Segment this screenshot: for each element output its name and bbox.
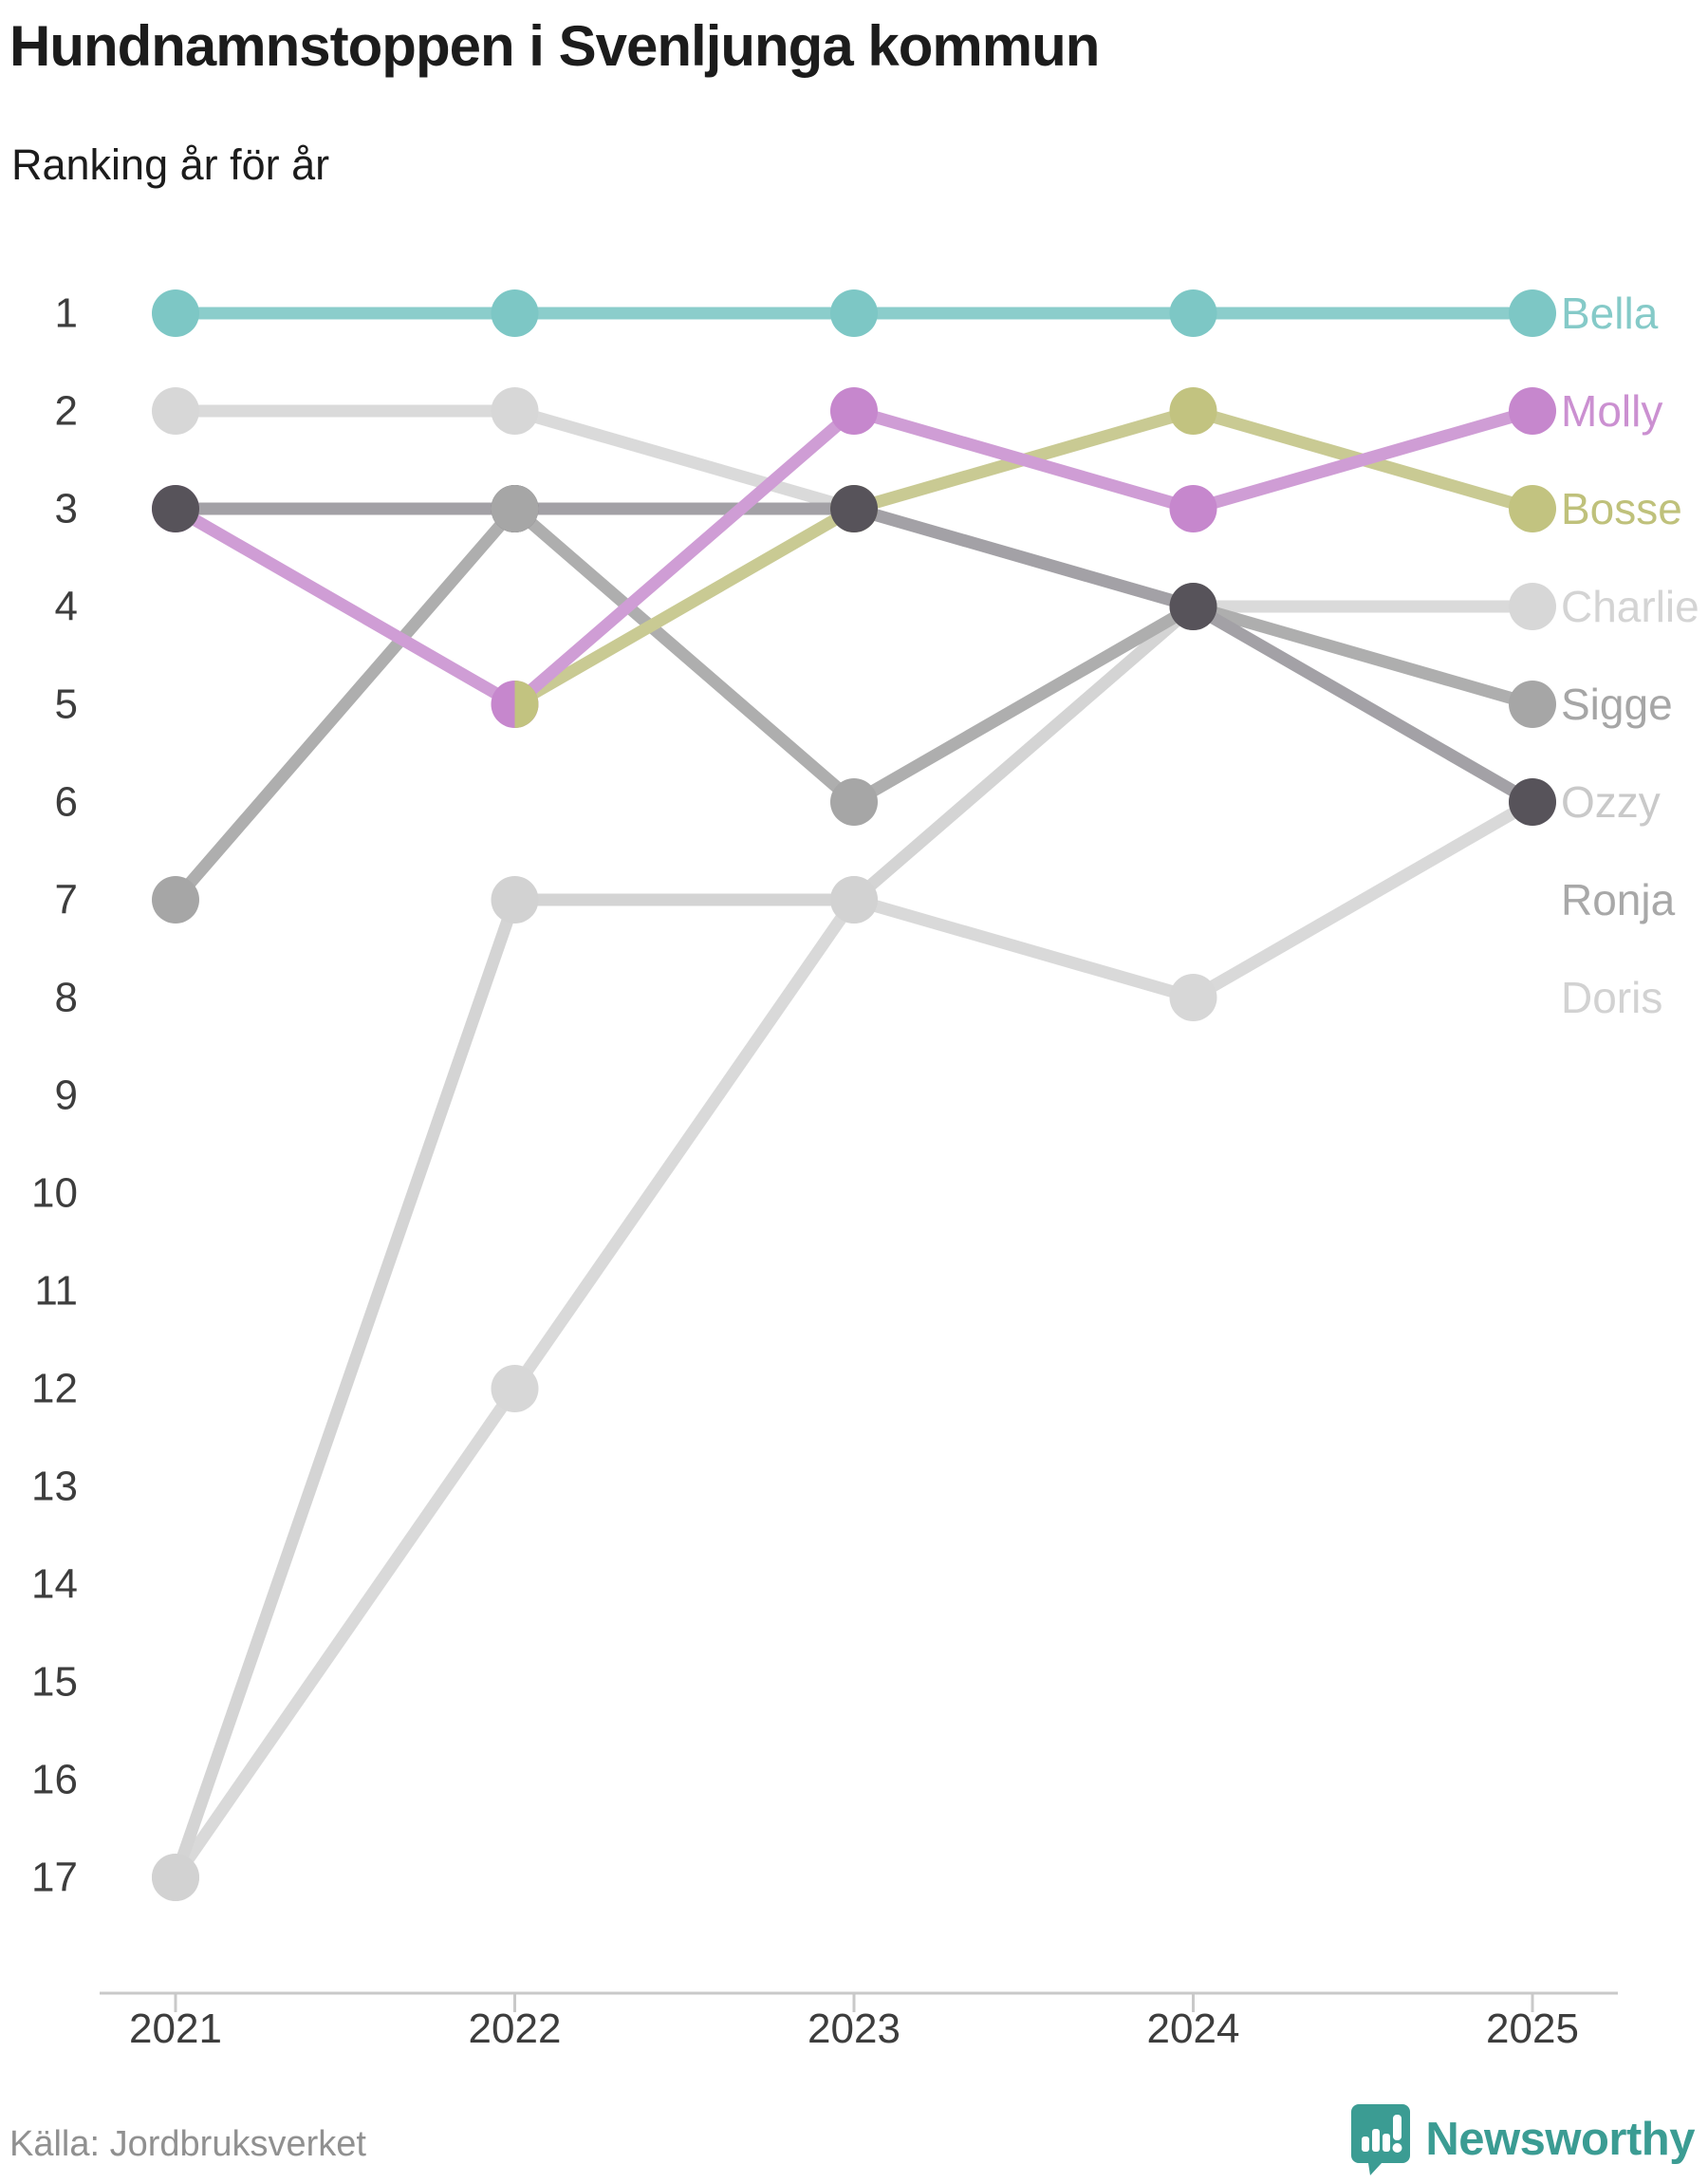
rank-label-2: 2 (55, 388, 78, 435)
marker-molly-2025 (1509, 387, 1556, 435)
rank-label-8: 8 (55, 975, 78, 1021)
marker-charlie-2021 (152, 387, 199, 435)
rank-label-11: 11 (34, 1268, 78, 1315)
source-note: Källa: Jordbruksverket (9, 2124, 366, 2164)
page-title: Hundnamnstoppen i Svenljunga kommun (9, 14, 1100, 78)
marker-ronja-2022 (491, 876, 539, 924)
marker-molly-2023 (830, 387, 878, 435)
marker-ozzy-2025 (1509, 778, 1556, 826)
series-label-bosse: Bosse (1561, 484, 1682, 533)
marker-sigge-2025 (1509, 681, 1556, 728)
year-label-2024: 2024 (1147, 2006, 1240, 2052)
series-label-charlie: Charlie (1561, 582, 1699, 631)
marker-bosse-2025 (1509, 485, 1556, 532)
marker-ozzy-2021 (152, 485, 199, 532)
marker-sigge-2023 (830, 778, 878, 826)
rank-label-15: 15 (31, 1659, 78, 1706)
marker-bella-2021 (152, 289, 199, 337)
marker-sigge-2021 (152, 876, 199, 924)
marker-charlie-2025 (1509, 583, 1556, 630)
rank-label-5: 5 (55, 681, 78, 728)
rank-label-10: 10 (31, 1170, 78, 1217)
newsworthy-icon (1351, 2104, 1411, 2175)
marker-ronja-2023 (830, 876, 878, 924)
series-label-molly: Molly (1561, 386, 1662, 436)
rank-label-3: 3 (55, 486, 78, 532)
rank-label-16: 16 (31, 1757, 78, 1803)
rank-label-12: 12 (31, 1366, 78, 1412)
year-label-2021: 2021 (129, 2006, 222, 2052)
series-label-ronja: Ronja (1561, 875, 1676, 924)
marker-doris-2024 (1169, 974, 1217, 1021)
series-line-ronja (169, 602, 1197, 1880)
rank-label-9: 9 (55, 1073, 78, 1119)
year-label-2025: 2025 (1486, 2006, 1579, 2052)
newsworthy-wordmark: Newsworthy (1425, 2114, 1695, 2165)
series-line-sigge (171, 502, 1534, 905)
marker-half-bosse-2022 (514, 681, 539, 728)
series-line-doris (170, 796, 1536, 1881)
marker-bella-2022 (491, 289, 539, 337)
rank-label-4: 4 (55, 584, 78, 630)
series-label-bella: Bella (1561, 289, 1659, 338)
rank-label-6: 6 (55, 779, 78, 826)
marker-bella-2024 (1169, 289, 1217, 337)
newsworthy-logo: Newsworthy (1349, 2102, 1695, 2176)
marker-bosse-2024 (1169, 387, 1217, 435)
series-label-doris: Doris (1561, 973, 1662, 1022)
marker-molly-2024 (1169, 485, 1217, 532)
rank-label-7: 7 (55, 877, 78, 924)
chart-subtitle: Ranking år för år (11, 140, 330, 189)
series-label-ozzy: Ozzy (1561, 777, 1661, 827)
marker-ozzy-2024 (1169, 583, 1217, 630)
year-label-2023: 2023 (808, 2006, 900, 2052)
rank-label-14: 14 (31, 1561, 78, 1608)
rank-label-1: 1 (55, 290, 78, 337)
marker-top-sigge-2022 (491, 485, 539, 532)
marker-ronja-2021 (152, 1854, 199, 1901)
marker-ozzy-2023 (830, 485, 878, 532)
marker-doris-2022 (491, 1365, 539, 1412)
rank-label-17: 17 (31, 1855, 78, 1901)
series-line-ozzy (176, 502, 1536, 808)
marker-charlie-2022 (491, 387, 539, 435)
series-label-sigge: Sigge (1561, 680, 1673, 729)
rank-label-13: 13 (31, 1464, 78, 1510)
marker-bella-2025 (1509, 289, 1556, 337)
marker-bella-2023 (830, 289, 878, 337)
year-label-2022: 2022 (469, 2006, 562, 2052)
